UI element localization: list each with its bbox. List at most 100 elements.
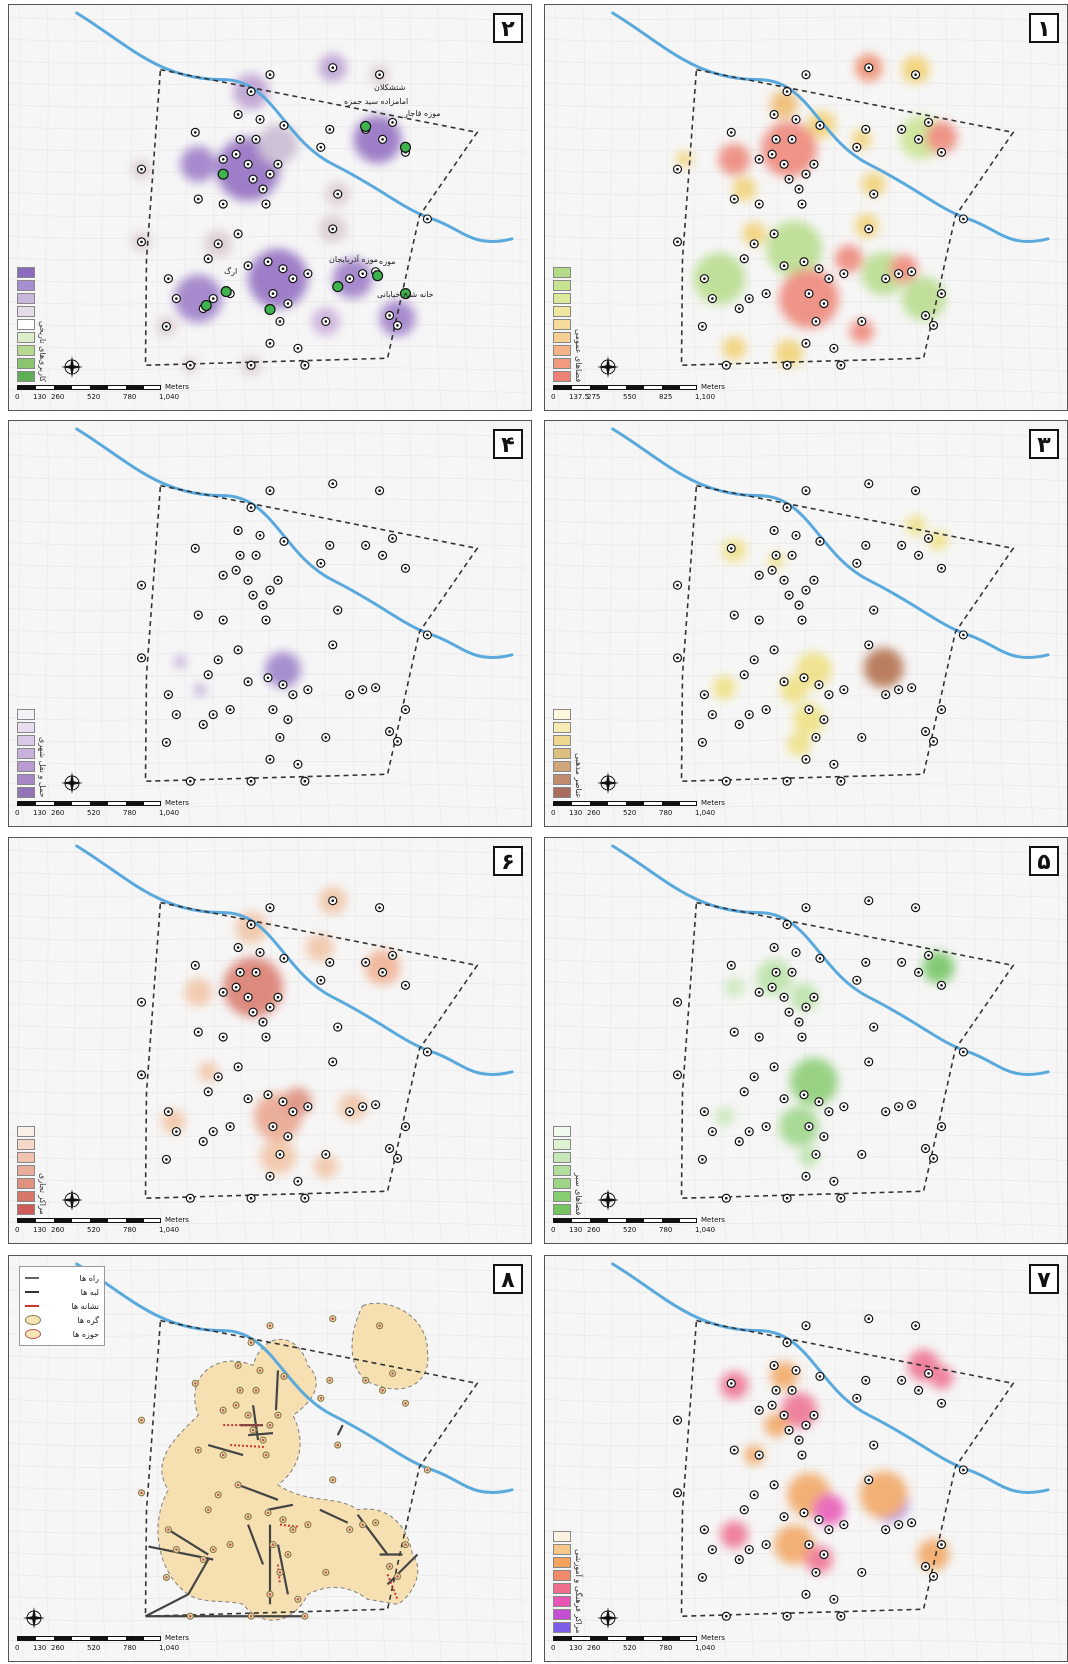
map-canvas (9, 838, 531, 1243)
site-marker-dot (140, 583, 143, 587)
site-marker-dot (228, 1543, 232, 1546)
scale-tick: 130 (569, 1226, 583, 1234)
heat-blob (174, 655, 187, 668)
site-marker-dot (189, 363, 192, 367)
site-marker-dot (246, 1413, 250, 1417)
path-line (267, 1503, 294, 1511)
site-marker-dot (940, 1125, 943, 1128)
site-marker-dot (271, 1125, 275, 1128)
site-marker-dot (211, 713, 215, 716)
site-marker-dot (782, 995, 786, 999)
site-marker-dot (917, 554, 920, 557)
path-line (276, 1544, 290, 1595)
site-marker-dot (822, 1553, 826, 1556)
scale-tick: 1,040 (159, 393, 180, 401)
site-marker-dot (804, 489, 808, 492)
site-marker-dot (864, 128, 868, 131)
site-marker-dot (246, 578, 250, 582)
site-marker-dot (927, 537, 930, 540)
site-marker-dot (328, 128, 332, 131)
site-marker-dot (794, 118, 798, 121)
site-marker-dot (296, 347, 300, 350)
site-marker-dot (790, 1389, 794, 1392)
site-marker-dot (249, 1196, 253, 1200)
site-marker-dot (306, 272, 310, 275)
site-marker-dot (827, 277, 831, 280)
panel-number: ۳ (1029, 429, 1059, 459)
map-panel-4: ۴ حمل و نقل شهری Meters 0 130 260 520 780 1,040 (8, 420, 532, 827)
site-marker-dot (268, 588, 272, 592)
site-marker-dot (800, 1035, 804, 1039)
site-marker-dot (331, 1060, 335, 1064)
legend-swatch (553, 735, 571, 746)
heat-blob (790, 983, 818, 1012)
scale-tick: 260 (51, 1226, 65, 1234)
site-marker-dot (725, 1196, 728, 1200)
panel-number: ۷ (1029, 1264, 1059, 1294)
scale-tick: 275 (587, 393, 601, 401)
site-marker-dot (764, 1543, 768, 1546)
site-marker-dot (725, 363, 728, 367)
site-marker-dot (855, 979, 859, 982)
scale-tick: 1,100 (695, 393, 716, 401)
site-marker-dot (860, 1153, 864, 1156)
legend-swatch (17, 787, 35, 798)
map-canvas (9, 5, 531, 410)
site-marker-dot (711, 297, 714, 300)
site-marker-dot (426, 1468, 429, 1472)
scale-tick: 0 (551, 809, 556, 817)
legend-title: حمل و نقل شهری (38, 737, 47, 798)
site-marker-dot (802, 260, 806, 264)
site-marker-dot (842, 688, 846, 691)
site-marker-dot (396, 1575, 399, 1578)
site-marker-dot (236, 529, 240, 532)
legend-key-symbol (25, 1329, 41, 1339)
river-line (75, 427, 514, 660)
site-marker-dot (264, 202, 268, 206)
scale-bar-graphic (17, 1636, 161, 1641)
heat-blob (714, 1106, 735, 1127)
scale-bar: Meters 0 130 260 520 780 1,040 (15, 383, 189, 405)
site-marker-dot (236, 232, 240, 236)
site-marker-dot (246, 995, 250, 999)
site-marker-dot (807, 292, 811, 295)
site-marker-dot (782, 578, 786, 582)
scale-tick: 780 (123, 1226, 137, 1234)
site-marker-dot (238, 971, 242, 974)
site-marker-dot (774, 554, 778, 557)
site-marker-dot (268, 1005, 272, 1009)
site-marker-dot (742, 1090, 746, 1094)
scale-unit: Meters (701, 383, 725, 391)
site-marker-dot (324, 320, 328, 323)
heat-blob (283, 1087, 312, 1116)
legend-swatches (17, 1126, 35, 1215)
site-marker-dot (374, 1521, 377, 1524)
landmark-marker (399, 141, 412, 153)
site-marker-dot (268, 1423, 272, 1427)
legend-swatch (553, 280, 571, 291)
legend-swatch (17, 267, 35, 278)
legend-title: کاربری‌های تاریخی (38, 320, 47, 382)
landmark-marker (264, 303, 276, 316)
legend-swatch (553, 1596, 571, 1607)
site-marker-dot (331, 227, 335, 231)
site-marker-dot (785, 923, 789, 926)
site-marker-dot (800, 1453, 804, 1457)
scale-unit: Meters (701, 799, 725, 807)
landmark-line (386, 1574, 399, 1600)
site-marker-dot (802, 676, 806, 680)
site-marker-dot (381, 971, 384, 974)
site-marker-dot (296, 763, 300, 766)
site-marker-dot (794, 1369, 798, 1372)
site-marker-dot (303, 363, 307, 367)
site-marker-dot (278, 1153, 282, 1156)
site-marker-dot (757, 1408, 761, 1412)
site-marker-dot (800, 202, 804, 206)
site-marker-dot (291, 1528, 295, 1531)
site-marker-dot (770, 1403, 774, 1407)
scale-tick: 0 (551, 1226, 556, 1234)
site-marker-dot (864, 544, 868, 547)
site-marker-dot (932, 324, 935, 327)
legend-swatch (553, 293, 571, 304)
site-marker-dot (807, 1125, 811, 1128)
